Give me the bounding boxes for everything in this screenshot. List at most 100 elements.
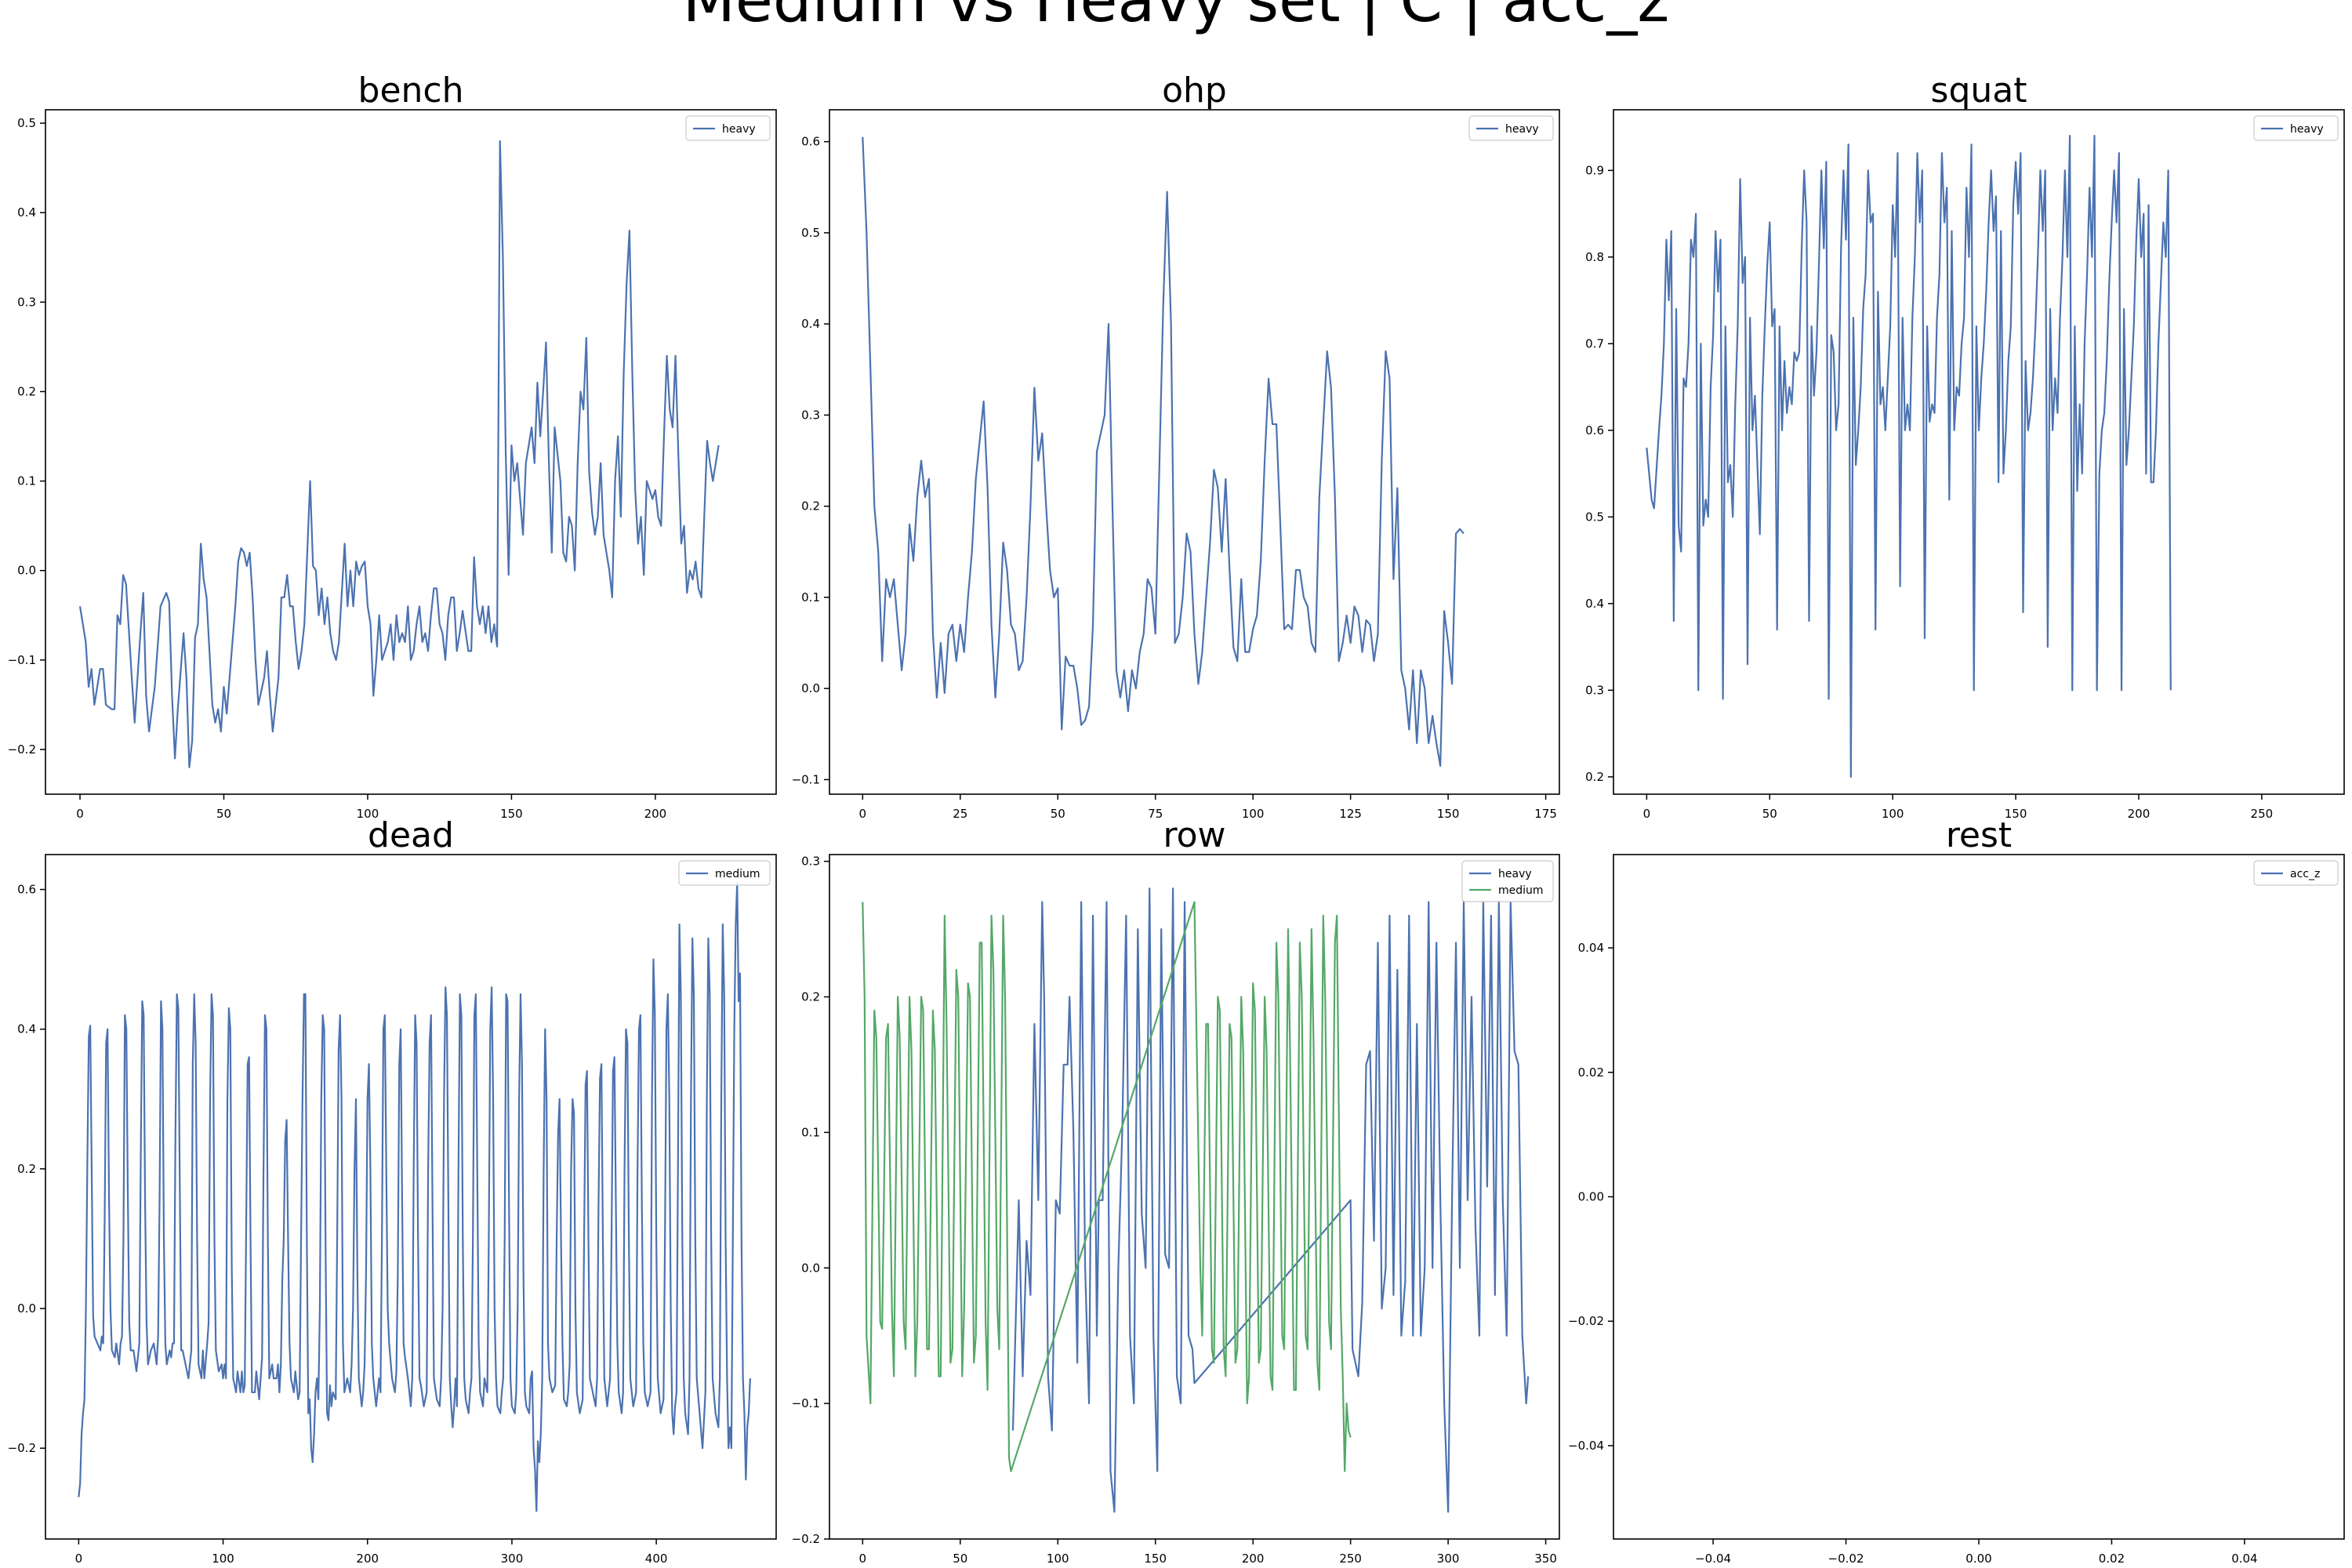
x-tick-label-row: 200 <box>1242 1552 1265 1566</box>
y-tick-label-squat: 0.7 <box>1585 336 1604 350</box>
y-tick-label-ohp: 0.5 <box>801 226 820 240</box>
legend-rest <box>2253 860 2339 886</box>
y-tick-label-bench: 0.0 <box>17 564 36 578</box>
x-tick-label-row: 50 <box>953 1552 967 1566</box>
x-tick-label-squat: 50 <box>1762 807 1777 821</box>
legend-ohp <box>1468 115 1554 141</box>
series-line-dead-medium <box>78 881 751 1512</box>
axes-frame-squat <box>1613 109 2345 795</box>
legend-squat <box>2253 115 2339 141</box>
y-tick-label-rest: 0.04 <box>1578 941 1604 955</box>
y-tick-label-dead: 0.2 <box>17 1162 36 1176</box>
x-tick-label-ohp: 0 <box>859 807 867 821</box>
y-tick-label-bench: −0.1 <box>8 653 36 667</box>
chart-title-rest: rest <box>1945 815 2013 855</box>
y-tick-label-bench: −0.2 <box>8 742 36 757</box>
y-tick-label-squat: 0.3 <box>1585 683 1604 697</box>
y-tick-label-squat: 0.5 <box>1585 510 1604 524</box>
x-tick-label-row: 150 <box>1144 1552 1167 1566</box>
x-tick-label-rest: 0.02 <box>2099 1552 2125 1566</box>
x-tick-label-row: 350 <box>1534 1552 1557 1566</box>
axes-frame-row <box>829 854 1560 1540</box>
y-tick-label-dead: −0.2 <box>8 1441 36 1455</box>
x-tick-label-dead: 100 <box>212 1552 234 1566</box>
y-tick-label-dead: 0.6 <box>17 883 36 897</box>
x-tick-label-rest: −0.02 <box>1828 1552 1864 1566</box>
x-tick-label-ohp: 175 <box>1534 807 1557 821</box>
y-tick-label-squat: 0.2 <box>1585 770 1604 784</box>
x-tick-label-dead: 300 <box>501 1552 524 1566</box>
chart-title-row: row <box>1163 815 1226 855</box>
figure-suptitle: Medium vs Heavy set | C | acc_z <box>682 0 1670 36</box>
y-tick-label-row: 0.2 <box>801 990 820 1004</box>
y-tick-label-rest: 0.02 <box>1578 1065 1604 1080</box>
x-tick-label-bench: 100 <box>357 807 379 821</box>
y-tick-label-bench: 0.3 <box>17 295 36 309</box>
x-tick-label-bench: 0 <box>76 807 84 821</box>
series-line-row-medium <box>862 901 1352 1472</box>
y-tick-label-ohp: 0.2 <box>801 499 820 514</box>
y-tick-label-row: −0.2 <box>792 1532 820 1546</box>
chart-title-ohp: ohp <box>1162 71 1227 111</box>
x-tick-label-squat: 150 <box>2005 807 2027 821</box>
x-tick-label-ohp: 50 <box>1051 807 1065 821</box>
series-line-squat-heavy <box>1646 135 2172 778</box>
y-tick-label-squat: 0.6 <box>1585 423 1604 437</box>
chart-title-bench: bench <box>358 71 464 111</box>
y-tick-label-row: 0.0 <box>801 1261 820 1275</box>
y-tick-label-row: 0.3 <box>801 855 820 869</box>
y-tick-label-row: 0.1 <box>801 1125 820 1139</box>
y-tick-label-bench: 0.2 <box>17 384 36 398</box>
x-tick-label-rest: 0.04 <box>2231 1552 2257 1566</box>
x-tick-label-row: 300 <box>1437 1552 1460 1566</box>
legend-label-rest: acc_z <box>2290 868 2320 880</box>
chart-title-dead: dead <box>368 815 454 855</box>
y-tick-label-ohp: −0.1 <box>792 772 820 786</box>
series-line-bench-heavy <box>78 140 720 768</box>
legend-label-bench: heavy <box>722 123 756 136</box>
x-tick-label-ohp: 150 <box>1437 807 1460 821</box>
x-tick-label-dead: 200 <box>356 1552 379 1566</box>
x-tick-label-row: 250 <box>1339 1552 1362 1566</box>
x-tick-label-bench: 200 <box>644 807 667 821</box>
y-tick-label-squat: 0.8 <box>1585 250 1604 264</box>
axes-frame-bench <box>45 109 777 795</box>
x-tick-label-bench: 150 <box>500 807 523 821</box>
x-tick-label-squat: 100 <box>1882 807 1904 821</box>
x-tick-label-ohp: 75 <box>1148 807 1163 821</box>
legend-label-row: heavy <box>1498 868 1532 880</box>
axes-frame-rest <box>1613 854 2345 1540</box>
y-tick-label-ohp: 0.3 <box>801 408 820 422</box>
y-tick-label-bench: 0.5 <box>17 116 36 130</box>
x-tick-label-ohp: 100 <box>1242 807 1265 821</box>
series-line-row-heavy <box>1011 887 1530 1513</box>
legend-row <box>1461 860 1554 902</box>
y-tick-label-ohp: 0.4 <box>801 317 820 331</box>
y-tick-label-squat: 0.4 <box>1585 597 1604 611</box>
x-tick-label-ohp: 125 <box>1339 807 1362 821</box>
legend-label-row: medium <box>1498 884 1544 897</box>
x-tick-label-dead: 400 <box>645 1552 668 1566</box>
y-tick-label-rest: −0.04 <box>1568 1439 1604 1453</box>
y-tick-label-rest: 0.00 <box>1578 1190 1604 1204</box>
x-tick-label-row: 100 <box>1047 1552 1069 1566</box>
y-tick-label-dead: 0.4 <box>17 1022 36 1036</box>
y-tick-label-dead: 0.0 <box>17 1301 36 1316</box>
y-tick-label-ohp: 0.6 <box>801 135 820 149</box>
x-tick-label-row: 0 <box>859 1552 867 1566</box>
y-tick-label-squat: 0.9 <box>1585 163 1604 177</box>
x-tick-label-rest: 0.00 <box>1965 1552 1991 1566</box>
x-tick-label-rest: −0.04 <box>1695 1552 1731 1566</box>
legend-label-squat: heavy <box>2290 123 2324 136</box>
y-tick-label-rest: −0.02 <box>1568 1314 1604 1328</box>
x-tick-label-bench: 50 <box>216 807 231 821</box>
legend-dead <box>678 860 771 886</box>
legend-label-ohp: heavy <box>1505 123 1539 136</box>
chart-title-squat: squat <box>1930 71 2027 111</box>
